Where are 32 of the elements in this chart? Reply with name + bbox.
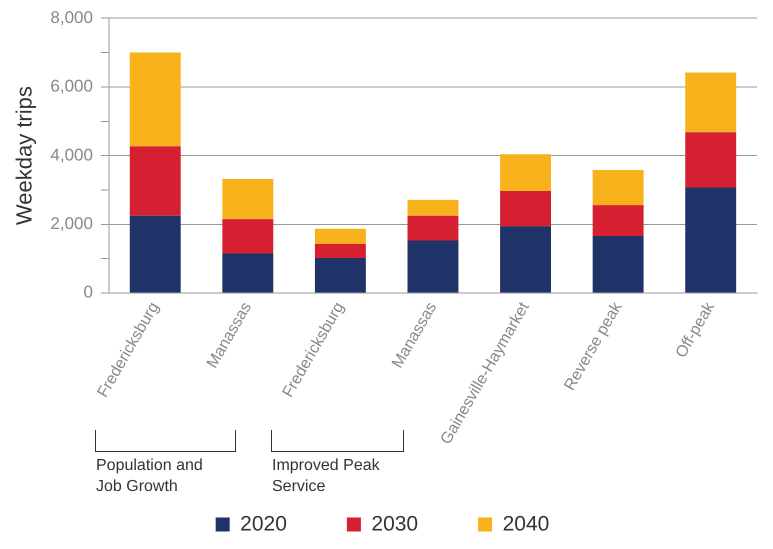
legend-label: 2040 [502, 512, 550, 536]
bar [685, 72, 736, 132]
y-tick-label: 8,000 [50, 8, 93, 27]
text: Improved Peak Service [272, 456, 381, 497]
y-axis-title: Weekday trips [11, 86, 36, 226]
bar [408, 216, 458, 240]
y-tick-label: 0 [83, 282, 93, 302]
bar [314, 228, 366, 244]
bar [500, 190, 552, 226]
bar [222, 178, 274, 220]
y-tick-label: 6,000 [50, 76, 93, 96]
bar [685, 188, 736, 293]
bar [408, 240, 458, 293]
bar [314, 258, 366, 293]
bar [500, 154, 552, 191]
bar [222, 254, 274, 293]
bar [130, 146, 181, 216]
bar [222, 219, 274, 254]
bar [130, 216, 181, 293]
bar [592, 170, 644, 206]
bar [685, 132, 736, 188]
legend-label: 2020 [240, 512, 287, 536]
y-tick-label: 4,000 [50, 145, 93, 164]
bar [314, 244, 366, 258]
text: Population and Job Growth [96, 456, 204, 497]
bar [500, 226, 552, 293]
bar [592, 236, 644, 293]
y-tick-label: 2,000 [50, 214, 93, 234]
legend-label: 2030 [371, 512, 418, 536]
bar [408, 200, 458, 216]
bar [130, 52, 181, 146]
bar [592, 205, 644, 236]
